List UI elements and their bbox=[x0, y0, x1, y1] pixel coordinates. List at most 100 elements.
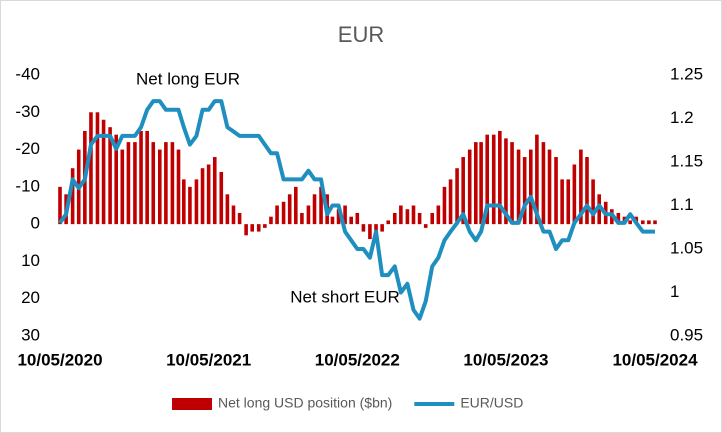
bar bbox=[368, 224, 372, 240]
bar bbox=[170, 142, 175, 225]
legend-swatch bbox=[172, 398, 212, 410]
legend-label: EUR/USD bbox=[460, 395, 523, 411]
bar bbox=[194, 179, 199, 225]
bar bbox=[250, 224, 255, 232]
bar bbox=[312, 194, 317, 225]
bar bbox=[566, 179, 571, 225]
bar bbox=[361, 224, 366, 232]
bar bbox=[554, 157, 558, 225]
bar bbox=[108, 127, 112, 225]
y-tick-label: -30 bbox=[15, 102, 40, 121]
y-tick-label: 20 bbox=[21, 288, 40, 307]
bar bbox=[139, 130, 143, 225]
bar bbox=[206, 164, 211, 225]
bar bbox=[120, 149, 125, 225]
bar bbox=[380, 224, 384, 232]
bar bbox=[647, 220, 651, 225]
bar bbox=[319, 186, 323, 225]
bar bbox=[430, 212, 435, 225]
bar bbox=[547, 149, 552, 225]
bar bbox=[491, 134, 496, 225]
bar bbox=[442, 186, 447, 225]
bar bbox=[225, 194, 230, 225]
chart-title: EUR bbox=[338, 22, 384, 47]
y-tick-label: -10 bbox=[15, 176, 40, 195]
bar bbox=[436, 205, 441, 225]
bar bbox=[474, 142, 478, 225]
line bbox=[58, 99, 655, 321]
bar bbox=[219, 171, 224, 225]
x-tick-label: 10/05/2022 bbox=[315, 350, 400, 369]
bar bbox=[58, 186, 62, 225]
bar bbox=[467, 149, 472, 225]
y2-tick-label: 1.15 bbox=[670, 151, 703, 170]
bar bbox=[485, 134, 490, 225]
bar bbox=[522, 157, 527, 225]
bar bbox=[133, 142, 137, 225]
y-tick-label: 30 bbox=[21, 325, 40, 344]
bar bbox=[126, 142, 131, 225]
bar bbox=[640, 220, 645, 225]
bar bbox=[263, 224, 267, 228]
bar bbox=[591, 179, 595, 225]
bar bbox=[597, 194, 602, 225]
bar bbox=[572, 164, 577, 225]
bar bbox=[585, 157, 589, 225]
bar bbox=[392, 212, 397, 225]
bar bbox=[89, 112, 93, 225]
bar bbox=[628, 220, 632, 225]
bar bbox=[516, 149, 521, 225]
bar bbox=[455, 168, 459, 225]
bar bbox=[300, 212, 304, 225]
bar bbox=[231, 205, 236, 225]
y2-tick-label: 1.25 bbox=[670, 64, 703, 83]
bar bbox=[417, 212, 422, 225]
bar bbox=[212, 157, 217, 225]
bar bbox=[560, 179, 564, 225]
bar bbox=[306, 205, 311, 225]
bar bbox=[244, 224, 248, 236]
x-tick-label: 10/05/2024 bbox=[612, 350, 698, 369]
bar bbox=[237, 212, 242, 225]
y-tick-label: 10 bbox=[21, 251, 40, 270]
bar bbox=[504, 138, 508, 225]
bar bbox=[411, 205, 416, 225]
x-tick-label: 10/05/2020 bbox=[17, 350, 102, 369]
y2-tick-label: 1 bbox=[670, 282, 679, 301]
bar bbox=[423, 224, 428, 228]
bar bbox=[256, 224, 261, 232]
bar bbox=[281, 201, 286, 225]
bar bbox=[330, 216, 335, 225]
y2-tick-label: 1.2 bbox=[670, 108, 694, 127]
annotation: Net short EUR bbox=[290, 287, 400, 306]
bar bbox=[145, 130, 149, 225]
y-tick-label: -40 bbox=[15, 64, 40, 83]
bar bbox=[188, 186, 192, 225]
bar bbox=[461, 157, 465, 225]
bar bbox=[479, 142, 483, 225]
bar bbox=[535, 134, 539, 225]
bar bbox=[287, 194, 292, 225]
bar bbox=[157, 149, 162, 225]
bar bbox=[269, 216, 273, 225]
bar bbox=[510, 142, 514, 225]
annotation: Net long EUR bbox=[136, 69, 240, 88]
x-tick-label: 10/05/2023 bbox=[463, 350, 548, 369]
bar bbox=[114, 134, 119, 225]
bar bbox=[386, 220, 391, 225]
y2-tick-label: 1.1 bbox=[670, 195, 694, 214]
bar bbox=[164, 142, 168, 225]
bar bbox=[70, 168, 75, 225]
bar bbox=[200, 168, 205, 225]
y2-tick-label: 0.95 bbox=[670, 325, 703, 344]
bar bbox=[95, 112, 100, 225]
bar bbox=[399, 205, 403, 225]
bar bbox=[653, 220, 657, 225]
bar bbox=[498, 130, 502, 225]
bar bbox=[343, 205, 347, 225]
bar bbox=[355, 212, 360, 225]
bar bbox=[616, 212, 621, 225]
bar bbox=[336, 209, 341, 225]
x-tick-label: 10/05/2021 bbox=[166, 350, 251, 369]
